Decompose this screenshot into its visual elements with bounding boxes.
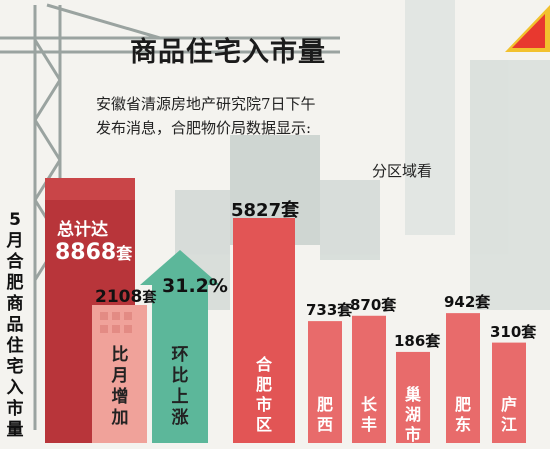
mom-rise-label: 环比上涨 — [171, 345, 189, 428]
region-category-label: 肥东 — [454, 395, 471, 434]
region-bar-2 — [352, 315, 386, 443]
total-value: 8868套 — [55, 240, 132, 265]
source-line-2: 发布消息，合肥物价局数据显示: — [96, 119, 312, 137]
region-heading: 分区域看 — [372, 162, 433, 180]
region-value-label: 870套 — [350, 295, 397, 314]
region-bar-5 — [492, 342, 526, 443]
mom-increase-number: 2108 — [95, 287, 143, 307]
total-label: 总计达 — [57, 220, 108, 240]
region-value-label: 942套 — [444, 293, 491, 312]
mom-rise-value: 31.2% — [162, 275, 228, 297]
chart-title: 商品住宅入市量 — [130, 37, 326, 68]
total-unit: 套 — [116, 244, 133, 263]
region-value-label: 310套 — [490, 322, 537, 341]
region-bar-3 — [396, 351, 430, 443]
side-label: 5月合肥商品住宅入市量 — [6, 210, 24, 440]
region-value-label: 733套 — [306, 301, 353, 320]
region-category-label: 肥西 — [316, 395, 333, 434]
total-number: 8868 — [55, 240, 117, 265]
mom-increase-unit: 套 — [142, 290, 157, 306]
region-category-label: 巢湖市 — [404, 385, 421, 444]
mom-increase-label: 比月增加 — [111, 345, 129, 428]
region-value-label: 5827套 — [231, 200, 300, 221]
region-bar-0 — [233, 218, 295, 443]
region-bar-4 — [446, 313, 480, 443]
region-category-label: 长丰 — [360, 395, 377, 434]
region-value-label: 186套 — [394, 331, 441, 350]
window-grid — [100, 312, 132, 333]
house-roof-icon — [505, 5, 550, 52]
region-category-label: 合肥市区 — [255, 355, 272, 434]
total-bar-top — [45, 178, 135, 200]
region-bars — [233, 218, 526, 443]
source-line-1: 安徽省清源房地产研究院7日下午 — [96, 95, 316, 113]
region-bar-1 — [308, 321, 342, 443]
region-category-label: 庐江 — [500, 395, 517, 434]
mom-rise-arrow — [140, 250, 220, 443]
mom-increase-value: 2108套 — [95, 287, 156, 307]
